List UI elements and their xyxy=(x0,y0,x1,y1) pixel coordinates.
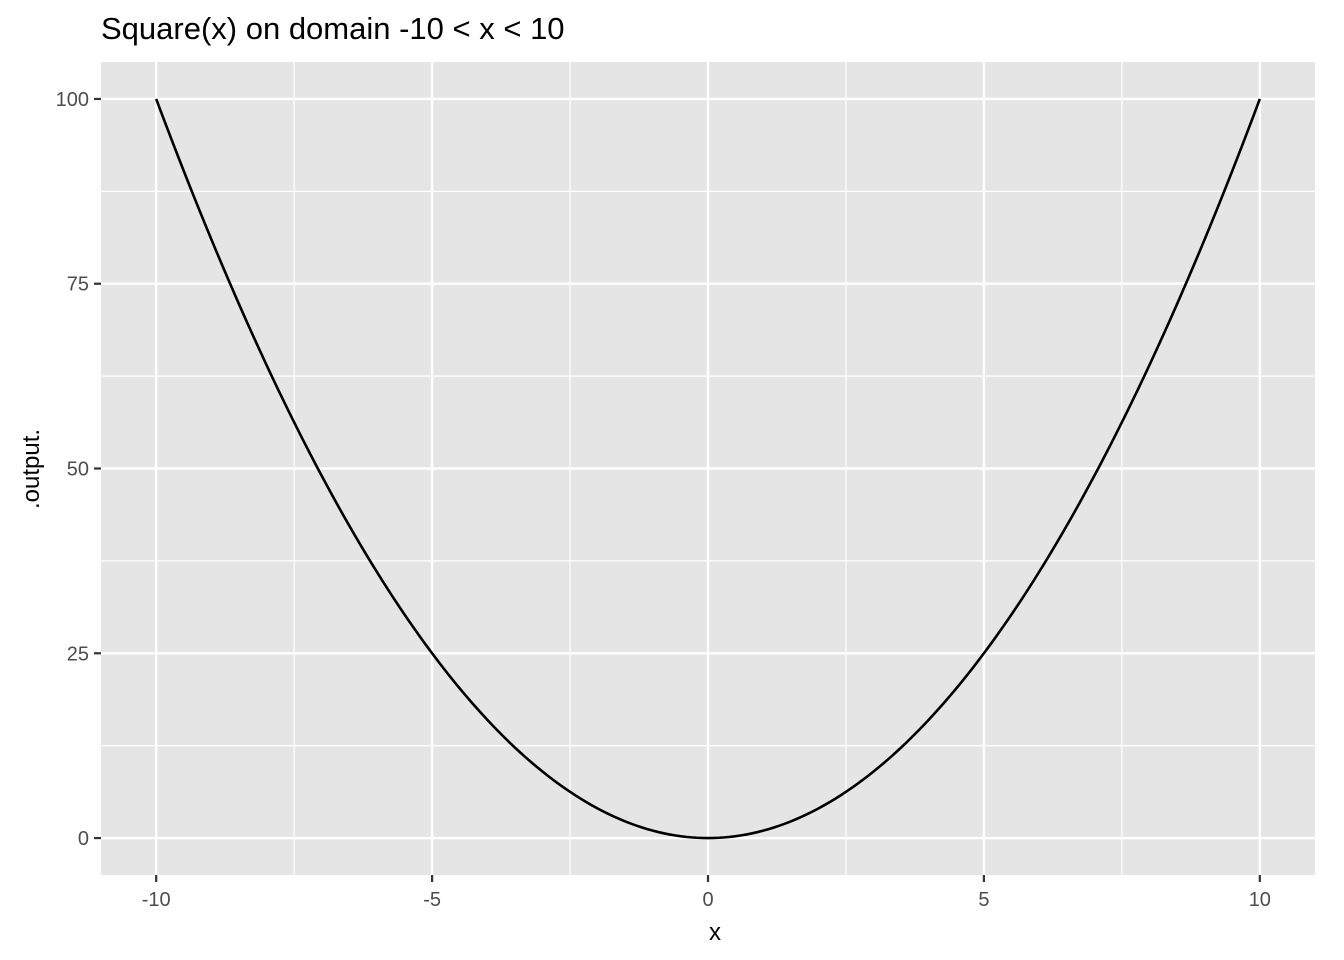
y-tick-label: 75 xyxy=(67,274,89,296)
chart-title: Square(x) on domain -10 < x < 10 xyxy=(101,11,565,46)
x-tick-label: 0 xyxy=(702,889,713,911)
x-tick-label: 5 xyxy=(978,889,989,911)
x-tick-label: -5 xyxy=(423,889,441,911)
y-tick-label: 100 xyxy=(56,89,89,111)
x-tick-label: 10 xyxy=(1249,889,1271,911)
x-axis: -10 -5 0 5 10 xyxy=(142,875,1271,911)
y-axis-title: .output. xyxy=(18,429,45,509)
y-tick-label: 25 xyxy=(67,643,89,665)
series-line xyxy=(154,98,1262,840)
y-tick-label: 50 xyxy=(67,459,89,481)
x-axis-title: x xyxy=(709,919,721,946)
x-tick-label: -10 xyxy=(142,889,171,911)
y-axis: 0 25 50 75 100 xyxy=(56,89,101,850)
series-layer xyxy=(154,98,1262,840)
y-tick-label: 0 xyxy=(78,828,89,850)
